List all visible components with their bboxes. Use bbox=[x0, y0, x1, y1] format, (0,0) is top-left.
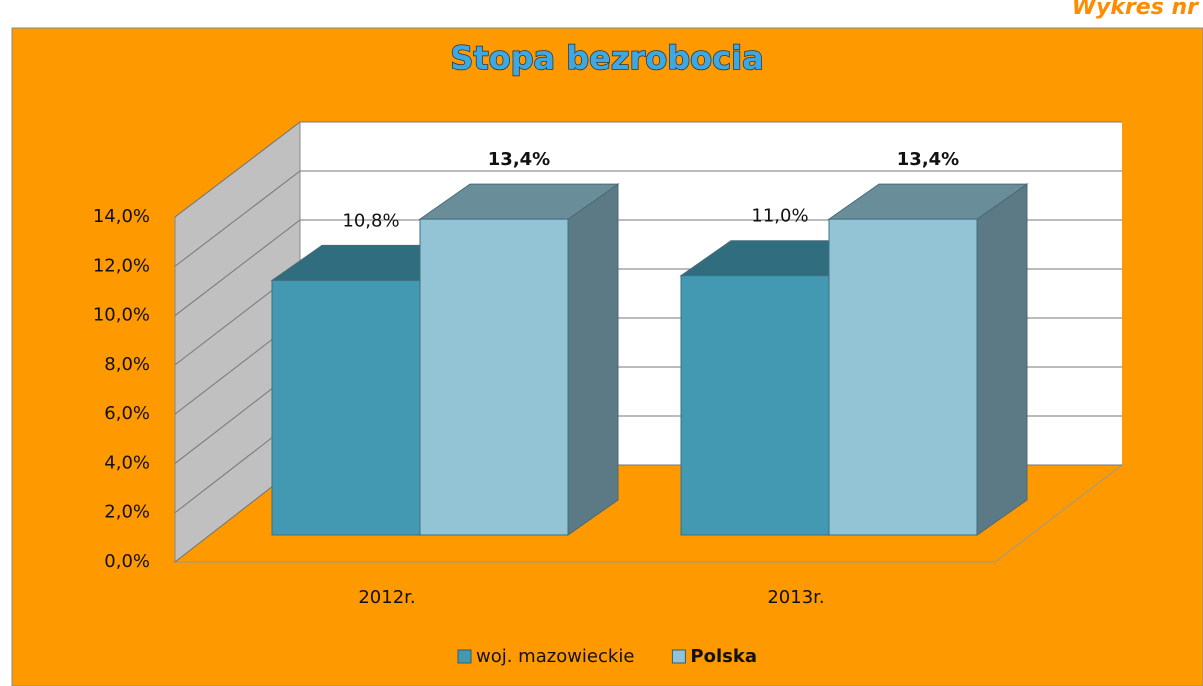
legend-marker bbox=[457, 649, 472, 664]
bar bbox=[271, 279, 421, 536]
grid-line bbox=[174, 170, 301, 267]
legend-label: Polska bbox=[690, 646, 757, 667]
grid-line bbox=[174, 121, 301, 218]
data-label: 13,4% bbox=[488, 149, 550, 170]
legend-label: woj. mazowieckie bbox=[476, 646, 634, 667]
annotation: Wykres nr bbox=[1072, 0, 1199, 20]
y-tick-label: 14,0% bbox=[93, 206, 150, 227]
chart-title: Stopa bezrobocia bbox=[450, 39, 763, 77]
x-tick-label: 2012r. bbox=[358, 587, 415, 608]
y-tick-label: 8,0% bbox=[104, 354, 150, 375]
bar bbox=[680, 275, 830, 536]
data-label: 10,8% bbox=[342, 210, 399, 231]
grid-line bbox=[174, 219, 301, 316]
data-label: 13,4% bbox=[897, 149, 959, 170]
x-tick-label: 2013r. bbox=[767, 587, 824, 608]
y-tick-label: 2,0% bbox=[104, 502, 150, 523]
bar-side bbox=[976, 183, 1028, 536]
y-tick-label: 6,0% bbox=[104, 403, 150, 424]
y-tick-label: 10,0% bbox=[93, 305, 150, 326]
bar bbox=[828, 218, 978, 536]
bar-side bbox=[567, 183, 619, 536]
y-tick-label: 12,0% bbox=[93, 255, 150, 276]
bar bbox=[419, 218, 569, 536]
y-tick-label: 4,0% bbox=[104, 452, 150, 473]
data-label: 11,0% bbox=[751, 206, 808, 227]
y-tick-label: 0,0% bbox=[104, 551, 150, 572]
legend-marker bbox=[671, 649, 686, 664]
